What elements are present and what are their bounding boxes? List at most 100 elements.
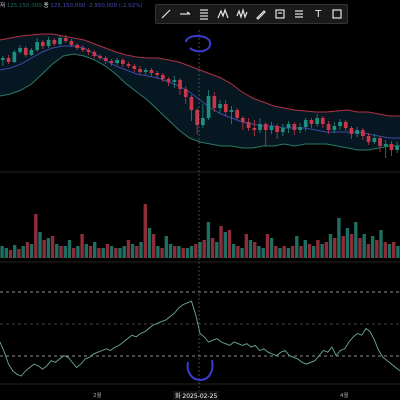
volume-bar bbox=[392, 242, 396, 258]
trendline-tool-icon[interactable] bbox=[158, 6, 174, 22]
volume-bar bbox=[38, 232, 42, 258]
volume-bar bbox=[164, 236, 168, 258]
volume-bar bbox=[80, 234, 84, 258]
legend-low-value: 125,150,000 bbox=[6, 3, 42, 9]
volume-bar bbox=[118, 248, 122, 258]
volume-bar bbox=[8, 250, 13, 258]
candle-body bbox=[63, 38, 68, 41]
volume-bar bbox=[223, 232, 227, 258]
candle-body bbox=[355, 130, 359, 134]
volume-bar bbox=[67, 240, 72, 258]
volume-bar bbox=[328, 234, 333, 258]
candle-body bbox=[86, 50, 91, 52]
candle-body bbox=[149, 70, 154, 73]
volume-bar bbox=[387, 244, 392, 258]
candle-body bbox=[361, 130, 365, 136]
legend-low-label: 저 bbox=[0, 3, 6, 9]
text-note-tool-icon[interactable] bbox=[272, 6, 288, 22]
candle-body bbox=[103, 58, 108, 61]
candle-body bbox=[75, 45, 79, 48]
candle-body bbox=[92, 52, 97, 56]
pattern-tool-icon[interactable] bbox=[215, 6, 231, 22]
grid-tool-icon[interactable] bbox=[291, 6, 307, 22]
candle-body bbox=[378, 138, 382, 146]
volume-bar bbox=[257, 246, 261, 258]
volume-bar bbox=[379, 230, 383, 258]
candle-body bbox=[286, 124, 291, 128]
candle-body bbox=[326, 124, 331, 130]
horizontal-ray-tool-icon[interactable] bbox=[177, 6, 193, 22]
volume-bar bbox=[59, 246, 63, 258]
volume-bar bbox=[143, 204, 147, 258]
candle-body bbox=[98, 56, 102, 58]
top-highlight-mark bbox=[185, 35, 212, 53]
volume-bar bbox=[324, 242, 328, 258]
volume-bar bbox=[345, 228, 350, 258]
volume-bar bbox=[181, 248, 185, 258]
candle-body bbox=[52, 40, 57, 44]
volume-bar bbox=[215, 242, 219, 258]
volume-bar bbox=[232, 244, 236, 258]
candle-body bbox=[309, 120, 314, 124]
candle-body bbox=[138, 69, 142, 72]
candle-body bbox=[12, 52, 17, 62]
candle-body bbox=[143, 70, 148, 72]
candle-body bbox=[6, 58, 11, 62]
candle-body bbox=[183, 89, 188, 97]
volume-bar bbox=[198, 242, 202, 258]
volume-bar bbox=[147, 228, 152, 258]
candle-body bbox=[29, 50, 34, 55]
x-axis-label-feb: 2월 bbox=[93, 393, 102, 399]
text-tool-icon[interactable]: T bbox=[315, 8, 322, 20]
candle-body bbox=[189, 97, 194, 110]
candle-body bbox=[121, 60, 125, 64]
volume-bar bbox=[105, 244, 110, 258]
volume-bar bbox=[316, 240, 320, 258]
volume-bar bbox=[4, 248, 8, 258]
volume-bar bbox=[396, 246, 400, 258]
candle-body bbox=[298, 127, 302, 130]
elliott-wave-tool-icon[interactable] bbox=[234, 6, 250, 22]
candle-body bbox=[155, 73, 159, 75]
rectangle-tool-icon[interactable] bbox=[329, 6, 345, 22]
volume-bar bbox=[307, 244, 312, 258]
candle-body bbox=[252, 128, 257, 130]
candle-body bbox=[132, 66, 137, 69]
candle-body bbox=[292, 124, 297, 130]
crosshair-date-label: 화 2025-02-25 bbox=[173, 391, 220, 400]
candle-body bbox=[389, 144, 394, 150]
volume-bar bbox=[358, 238, 362, 258]
volume-bar bbox=[34, 214, 38, 258]
volume-bar bbox=[122, 246, 126, 258]
volume-bar bbox=[349, 234, 354, 258]
candle-body bbox=[206, 96, 211, 118]
volume-bar bbox=[337, 218, 341, 258]
candle-body bbox=[372, 138, 377, 142]
legend-close-value: 125,150,000 bbox=[50, 3, 86, 9]
volume-bar bbox=[42, 240, 46, 258]
middle-band-line bbox=[0, 45, 400, 139]
volume-bar bbox=[290, 246, 295, 258]
candle-body bbox=[321, 118, 325, 124]
candle-body bbox=[81, 48, 85, 50]
candle-body bbox=[343, 122, 348, 128]
candle-body bbox=[258, 124, 262, 130]
candle-body bbox=[115, 60, 119, 63]
volume-bar bbox=[114, 248, 118, 258]
candle-body bbox=[35, 42, 39, 50]
candle-body bbox=[383, 144, 388, 146]
candle-body bbox=[195, 110, 199, 125]
volume-bar bbox=[17, 249, 21, 258]
volume-bar bbox=[72, 248, 76, 258]
volume-bar bbox=[202, 240, 206, 258]
volume-bar bbox=[50, 236, 55, 258]
brush-tool-icon[interactable] bbox=[253, 6, 269, 22]
volume-bar bbox=[152, 234, 156, 258]
ohlc-legend: 저 125,150,000 종 125,150,000 -2,950,000 (… bbox=[0, 1, 143, 9]
volume-bar bbox=[0, 246, 4, 258]
candle-body bbox=[303, 120, 308, 127]
volume-bar bbox=[295, 236, 299, 258]
fib-retracement-tool-icon[interactable] bbox=[196, 6, 212, 22]
lower-band-line bbox=[0, 53, 400, 151]
